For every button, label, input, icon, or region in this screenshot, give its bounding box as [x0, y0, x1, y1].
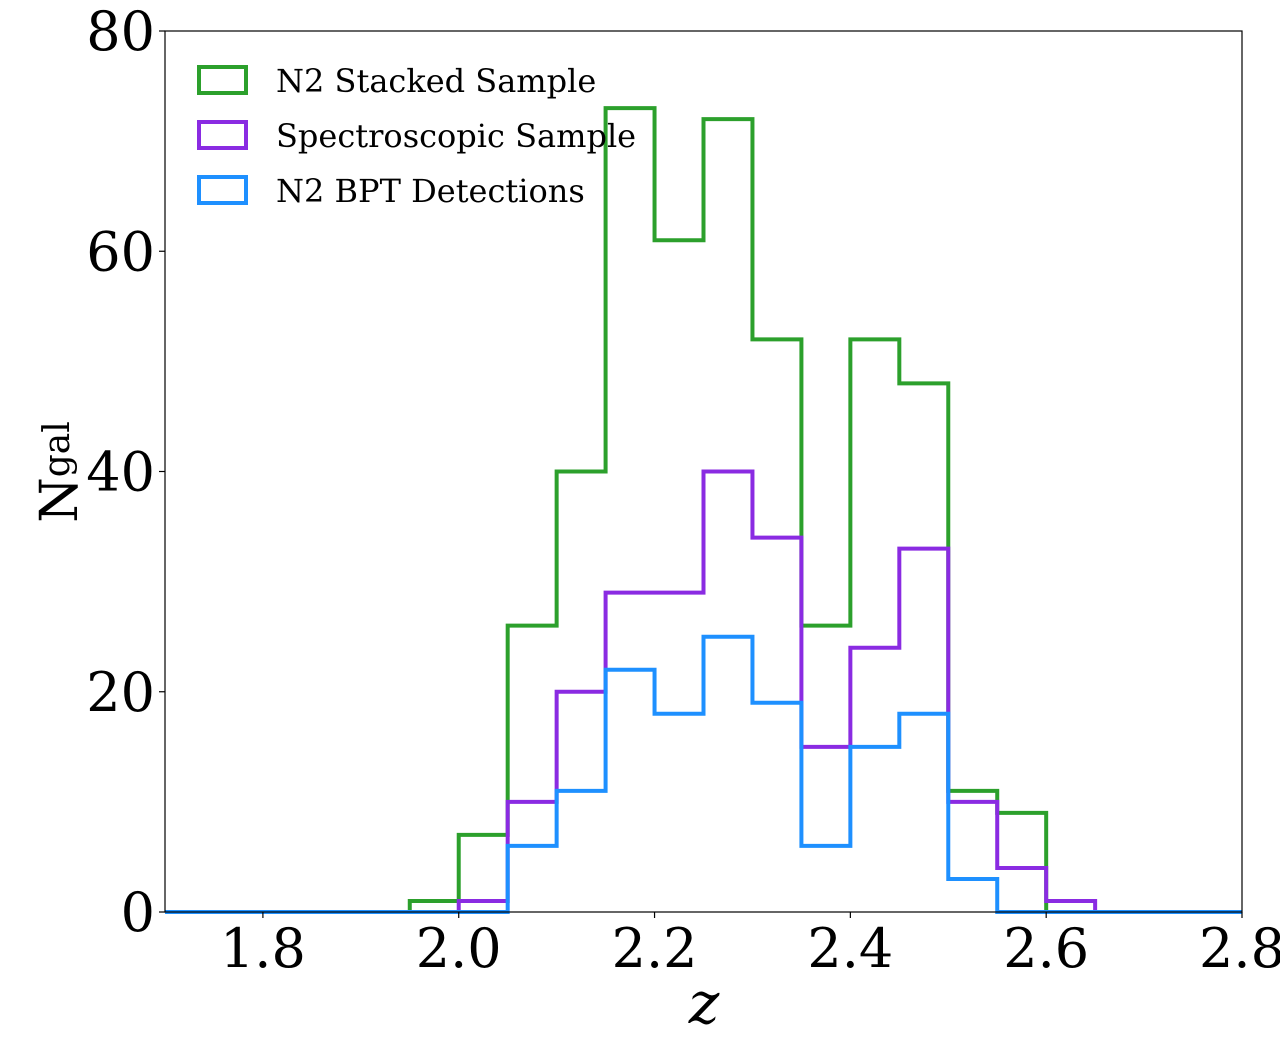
x-axis-title: z — [688, 969, 720, 1037]
y-axis: 0 20 40 60 80 — [86, 0, 165, 944]
y-axis-title-subscript: gal — [37, 421, 78, 477]
y-tick-label: 60 — [86, 220, 155, 283]
legend-label: Spectroscopic Sample — [276, 117, 636, 155]
legend-item: N2 BPT Detections — [197, 172, 585, 210]
x-tick-label: 1.8 — [220, 917, 306, 980]
y-tick-label: 80 — [86, 0, 155, 63]
y-axis-title-base: N — [30, 477, 90, 523]
histogram-series-n2-bpt-detections — [165, 634, 1242, 914]
plot-area — [164, 30, 1243, 914]
series-group — [165, 106, 1242, 914]
x-axis: 1.8 2.0 2.2 2.4 2.6 2.8 — [220, 912, 1280, 980]
x-tick-label: 2.4 — [807, 917, 893, 980]
y-tick-label: 40 — [86, 441, 155, 504]
y-tick-label: 0 — [121, 881, 155, 944]
x-tick-label: 2.0 — [416, 917, 502, 980]
legend: N2 Stacked Sample Spectroscopic Sample N2 … — [197, 62, 636, 210]
y-axis-title: Ngal — [30, 421, 90, 523]
legend-item: Spectroscopic Sample — [197, 117, 636, 155]
x-tick-label: 2.2 — [612, 917, 698, 980]
legend-swatch — [197, 120, 248, 150]
legend-swatch — [197, 65, 248, 95]
legend-item: N2 Stacked Sample — [197, 62, 596, 100]
x-tick-label: 2.6 — [1003, 917, 1089, 980]
legend-label: N2 Stacked Sample — [276, 62, 596, 100]
y-tick-label: 20 — [86, 661, 155, 724]
legend-swatch — [197, 175, 248, 205]
legend-label: N2 BPT Detections — [276, 172, 585, 210]
x-tick-label: 2.8 — [1199, 917, 1280, 980]
